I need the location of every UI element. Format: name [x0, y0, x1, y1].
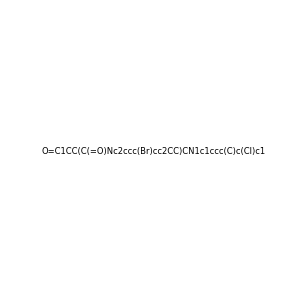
- Text: O=C1CC(C(=O)Nc2ccc(Br)cc2CC)CN1c1ccc(C)c(Cl)c1: O=C1CC(C(=O)Nc2ccc(Br)cc2CC)CN1c1ccc(C)c…: [42, 147, 266, 156]
